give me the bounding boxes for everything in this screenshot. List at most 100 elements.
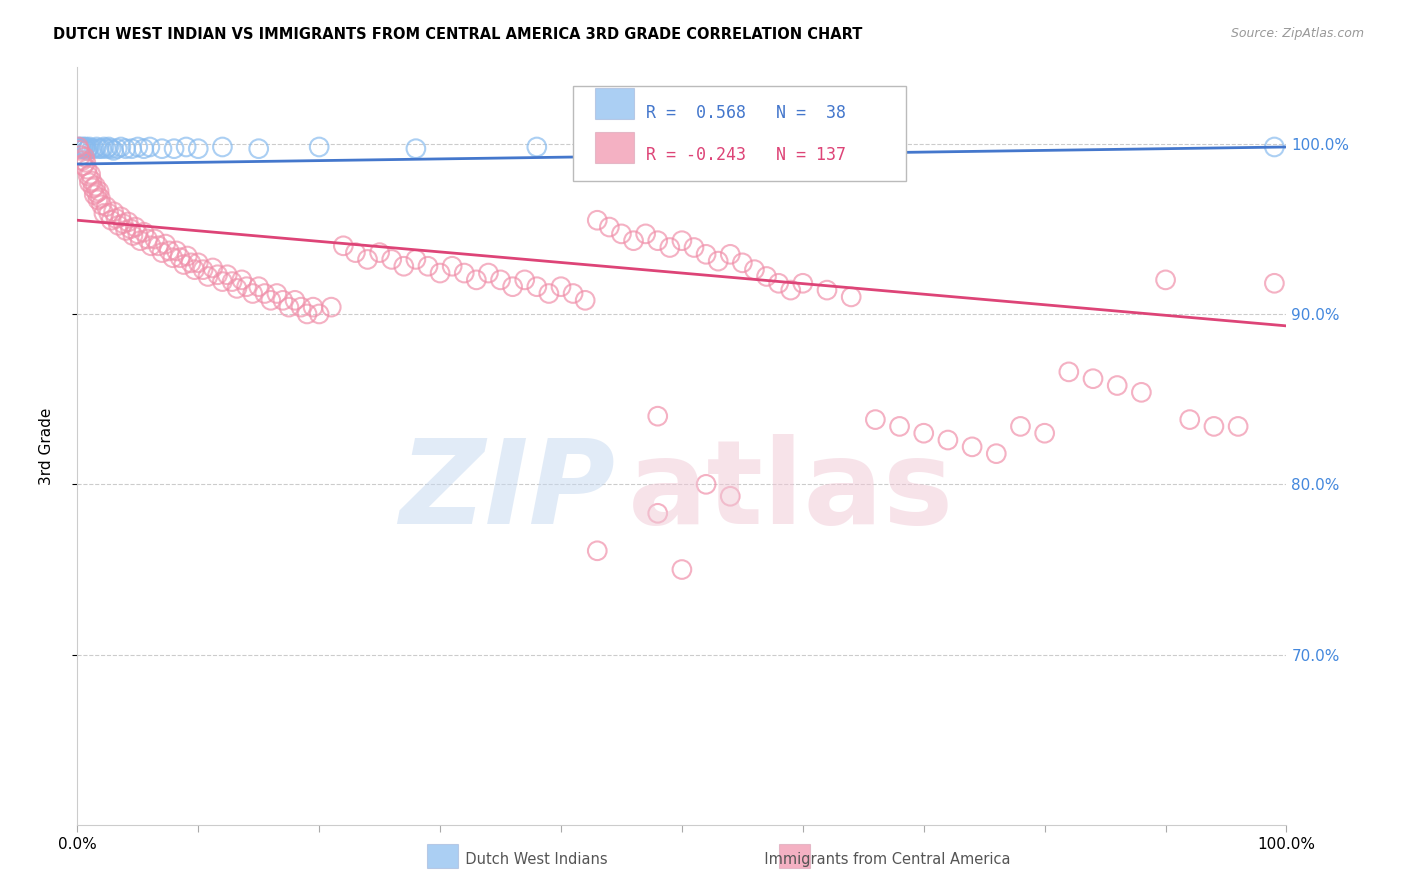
Point	[129, 234, 152, 248]
Point	[550, 279, 572, 293]
Point	[79, 167, 101, 181]
Point	[839, 290, 862, 304]
Point	[90, 142, 112, 156]
Point	[139, 140, 162, 154]
Point	[103, 204, 125, 219]
Point	[792, 277, 814, 291]
Point	[69, 142, 91, 156]
Point	[112, 217, 135, 231]
Point	[986, 447, 1008, 461]
Point	[121, 142, 143, 156]
Point	[67, 140, 90, 154]
Point	[718, 247, 741, 261]
Point	[1010, 419, 1032, 434]
Point	[526, 279, 548, 293]
Point	[477, 266, 499, 280]
Point	[93, 140, 115, 154]
Point	[97, 140, 120, 154]
Point	[70, 148, 93, 162]
Point	[744, 262, 766, 277]
Point	[86, 140, 108, 154]
Point	[69, 144, 91, 158]
Point	[97, 206, 120, 220]
Point	[132, 225, 155, 239]
Point	[647, 234, 669, 248]
Text: DUTCH WEST INDIAN VS IMMIGRANTS FROM CENTRAL AMERICA 3RD GRADE CORRELATION CHART: DUTCH WEST INDIAN VS IMMIGRANTS FROM CEN…	[53, 27, 863, 42]
Point	[405, 142, 427, 156]
Point	[72, 159, 94, 173]
Point	[381, 252, 404, 267]
Point	[308, 307, 330, 321]
Point	[217, 268, 239, 282]
Point	[453, 266, 475, 280]
Point	[1057, 365, 1080, 379]
Point	[162, 251, 184, 265]
Point	[79, 176, 101, 190]
Point	[707, 254, 730, 268]
Point	[124, 220, 146, 235]
Point	[610, 227, 633, 241]
Point	[1227, 419, 1250, 434]
Point	[1081, 372, 1104, 386]
Point	[143, 232, 166, 246]
Point	[173, 258, 195, 272]
Point	[163, 142, 186, 156]
Point	[80, 174, 103, 188]
Text: R =  0.568   N =  38: R = 0.568 N = 38	[645, 104, 845, 122]
Point	[405, 252, 427, 267]
Point	[647, 506, 669, 520]
Point	[1130, 385, 1153, 400]
Point	[1033, 426, 1056, 441]
Point	[683, 240, 706, 254]
Point	[755, 269, 778, 284]
Point	[513, 273, 536, 287]
FancyBboxPatch shape	[427, 844, 458, 868]
Point	[82, 181, 104, 195]
Point	[87, 184, 110, 198]
Point	[83, 187, 105, 202]
Point	[1154, 273, 1177, 287]
Point	[586, 543, 609, 558]
Point	[96, 142, 118, 156]
Point	[815, 283, 838, 297]
Point	[889, 419, 911, 434]
Point	[344, 245, 367, 260]
Point	[671, 562, 693, 576]
Point	[139, 239, 162, 253]
Point	[912, 426, 935, 441]
Point	[211, 140, 233, 154]
Point	[562, 286, 585, 301]
Point	[127, 227, 149, 241]
Point	[231, 273, 253, 287]
Point	[110, 140, 132, 154]
Point	[80, 142, 103, 156]
Point	[77, 142, 100, 156]
Point	[87, 142, 110, 156]
Point	[284, 293, 307, 308]
Point	[242, 286, 264, 301]
Point	[187, 142, 209, 156]
Point	[75, 155, 97, 169]
Text: R = -0.243   N = 137: R = -0.243 N = 137	[645, 146, 845, 164]
Text: ZIP: ZIP	[399, 434, 616, 549]
Point	[489, 273, 512, 287]
Point	[658, 240, 681, 254]
Point	[67, 140, 90, 154]
Point	[1263, 140, 1285, 154]
Point	[266, 286, 288, 301]
Point	[176, 249, 198, 263]
Point	[132, 142, 155, 156]
Point	[157, 244, 180, 258]
Point	[187, 256, 209, 270]
Point	[416, 259, 439, 273]
Point	[731, 256, 754, 270]
Point	[191, 262, 214, 277]
Point	[598, 220, 620, 235]
Point	[278, 300, 301, 314]
Point	[465, 273, 488, 287]
Point	[271, 293, 294, 308]
Text: Source: ZipAtlas.com: Source: ZipAtlas.com	[1230, 27, 1364, 40]
Point	[960, 440, 983, 454]
Point	[89, 191, 111, 205]
Point	[695, 477, 717, 491]
